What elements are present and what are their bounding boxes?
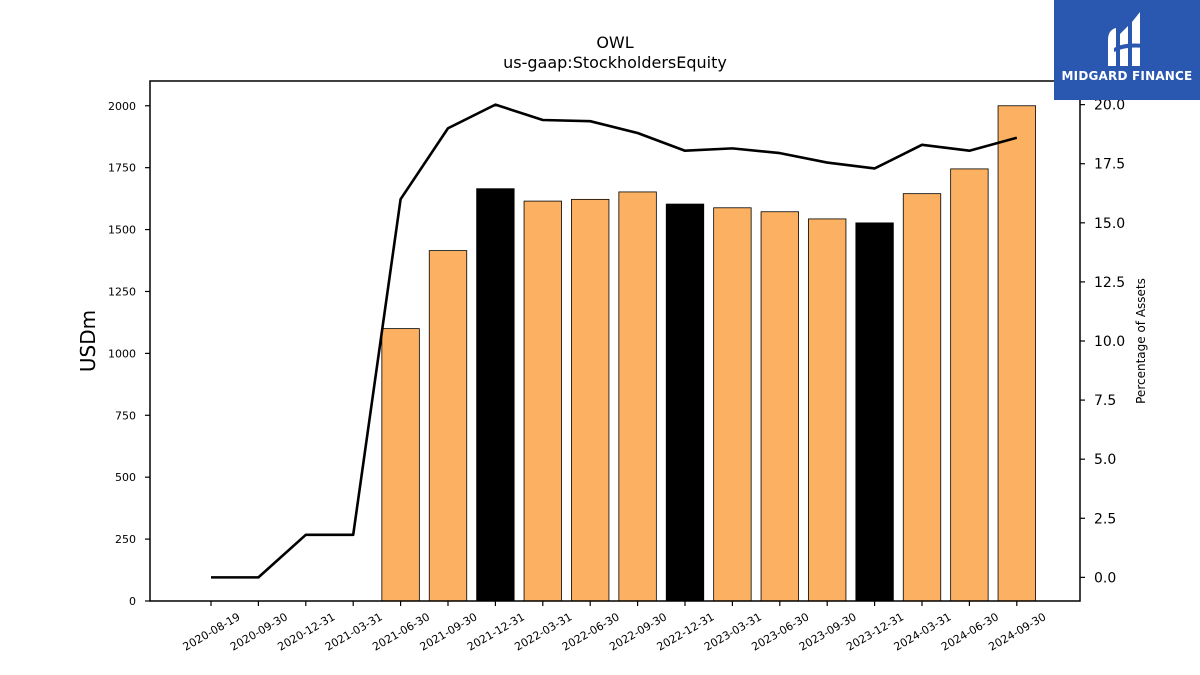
y-axis-label: USDm (76, 310, 100, 372)
bar-2023-12-31 (855, 222, 894, 602)
percentage-line (211, 103, 1018, 579)
chart-title: OWL (596, 33, 633, 52)
right-tick-label: 15.0 (1094, 216, 1125, 232)
right-tick-label: 12.5 (1094, 275, 1125, 291)
brand-logo: MIDGARD FINANCE (1054, 0, 1200, 100)
right-tick-label: 2.5 (1094, 511, 1116, 527)
left-tick-label: 2000 (108, 100, 136, 113)
left-tick-label: 750 (115, 409, 136, 422)
bar-2022-12-31 (665, 203, 705, 602)
bar-2024-09-30 (997, 105, 1036, 602)
right-tick-label: 0.0 (1094, 570, 1116, 586)
right-tick-label: 10.0 (1094, 334, 1125, 350)
bar-2024-03-31 (902, 193, 942, 602)
left-tick-label: 1500 (108, 224, 136, 237)
right-tick-label: 20.0 (1094, 98, 1125, 114)
logo-text: MIDGARD FINANCE (1061, 69, 1193, 83)
x-axis: 2020-08-192020-09-302020-12-312021-03-31… (181, 601, 1048, 654)
bar-2022-06-30 (571, 198, 610, 602)
line-group (211, 103, 1018, 579)
chart-subtitle: us-gaap:StockholdersEquity (503, 53, 727, 72)
bar-group (381, 105, 1036, 602)
bar-2023-03-31 (713, 207, 752, 602)
bar-2021-12-31 (476, 188, 515, 602)
left-axis: 0 250 500 750 1000 1250 1500 1750 2000 (108, 100, 150, 608)
bar-2022-09-30 (618, 191, 657, 602)
bar-2023-06-30 (760, 211, 799, 602)
left-tick-label: 500 (115, 471, 136, 484)
left-tick-label: 1250 (108, 285, 136, 298)
left-tick-label: 0 (129, 595, 136, 608)
left-tick-label: 1750 (108, 162, 136, 175)
y-axis-label-right: Percentage of Assets (1134, 278, 1148, 404)
bar-2023-09-30 (808, 218, 847, 602)
right-tick-label: 5.0 (1094, 452, 1116, 468)
bar-2022-03-31 (523, 200, 562, 602)
left-tick-label: 250 (115, 533, 136, 546)
bar-2021-06-30 (381, 328, 420, 602)
left-tick-label: 1000 (108, 347, 136, 360)
right-tick-label: 17.5 (1094, 157, 1125, 173)
right-tick-label: 7.5 (1094, 393, 1116, 409)
right-axis: 0.0 2.5 5.0 7.5 10.0 12.5 15.0 17.5 20.0 (1080, 98, 1125, 586)
logo-mark-icon (1108, 12, 1144, 66)
bar-2021-09-30 (428, 250, 468, 602)
bar-2024-06-30 (950, 168, 989, 602)
